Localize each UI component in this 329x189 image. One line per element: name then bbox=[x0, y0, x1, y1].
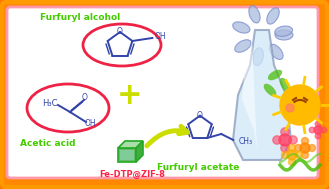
Circle shape bbox=[287, 150, 297, 160]
Circle shape bbox=[301, 152, 309, 159]
Ellipse shape bbox=[280, 78, 290, 92]
Text: H₃C: H₃C bbox=[42, 99, 58, 108]
Circle shape bbox=[314, 126, 322, 134]
Text: Furfuryl acetate: Furfuryl acetate bbox=[157, 163, 239, 173]
Circle shape bbox=[286, 104, 294, 112]
Circle shape bbox=[315, 121, 321, 127]
Circle shape bbox=[321, 127, 327, 133]
Circle shape bbox=[280, 85, 320, 125]
Polygon shape bbox=[242, 40, 257, 150]
Text: +: + bbox=[117, 81, 143, 109]
Circle shape bbox=[301, 138, 309, 145]
Ellipse shape bbox=[253, 48, 263, 66]
Text: Fe-DTP@ZIF-8: Fe-DTP@ZIF-8 bbox=[99, 169, 165, 179]
Text: O: O bbox=[117, 28, 123, 36]
Polygon shape bbox=[136, 141, 143, 162]
Text: O: O bbox=[82, 94, 88, 102]
Circle shape bbox=[309, 145, 316, 152]
FancyBboxPatch shape bbox=[7, 7, 318, 178]
Circle shape bbox=[281, 144, 289, 152]
Polygon shape bbox=[120, 150, 134, 160]
Circle shape bbox=[289, 136, 297, 144]
Circle shape bbox=[300, 143, 310, 153]
Circle shape bbox=[315, 133, 321, 139]
Ellipse shape bbox=[233, 22, 250, 33]
Circle shape bbox=[289, 159, 295, 166]
Ellipse shape bbox=[264, 84, 276, 96]
Ellipse shape bbox=[235, 40, 251, 52]
Polygon shape bbox=[233, 30, 291, 160]
Circle shape bbox=[309, 127, 315, 133]
FancyArrowPatch shape bbox=[147, 126, 187, 146]
Text: Acetic acid: Acetic acid bbox=[20, 139, 76, 147]
Circle shape bbox=[289, 145, 295, 152]
Ellipse shape bbox=[249, 6, 260, 23]
Circle shape bbox=[295, 152, 302, 159]
Circle shape bbox=[273, 136, 281, 144]
Ellipse shape bbox=[275, 30, 293, 40]
Circle shape bbox=[279, 134, 291, 146]
Text: OH: OH bbox=[84, 119, 96, 129]
Ellipse shape bbox=[269, 44, 283, 60]
Text: CH₃: CH₃ bbox=[238, 137, 252, 146]
Polygon shape bbox=[118, 148, 136, 162]
Text: O: O bbox=[197, 111, 203, 120]
Text: OH: OH bbox=[154, 33, 166, 41]
Ellipse shape bbox=[268, 70, 282, 80]
Ellipse shape bbox=[275, 26, 292, 36]
Circle shape bbox=[282, 152, 289, 159]
Circle shape bbox=[294, 145, 301, 152]
Ellipse shape bbox=[267, 8, 279, 24]
Polygon shape bbox=[118, 141, 143, 148]
Circle shape bbox=[281, 128, 289, 136]
Text: Furfuryl alcohol: Furfuryl alcohol bbox=[40, 13, 120, 22]
